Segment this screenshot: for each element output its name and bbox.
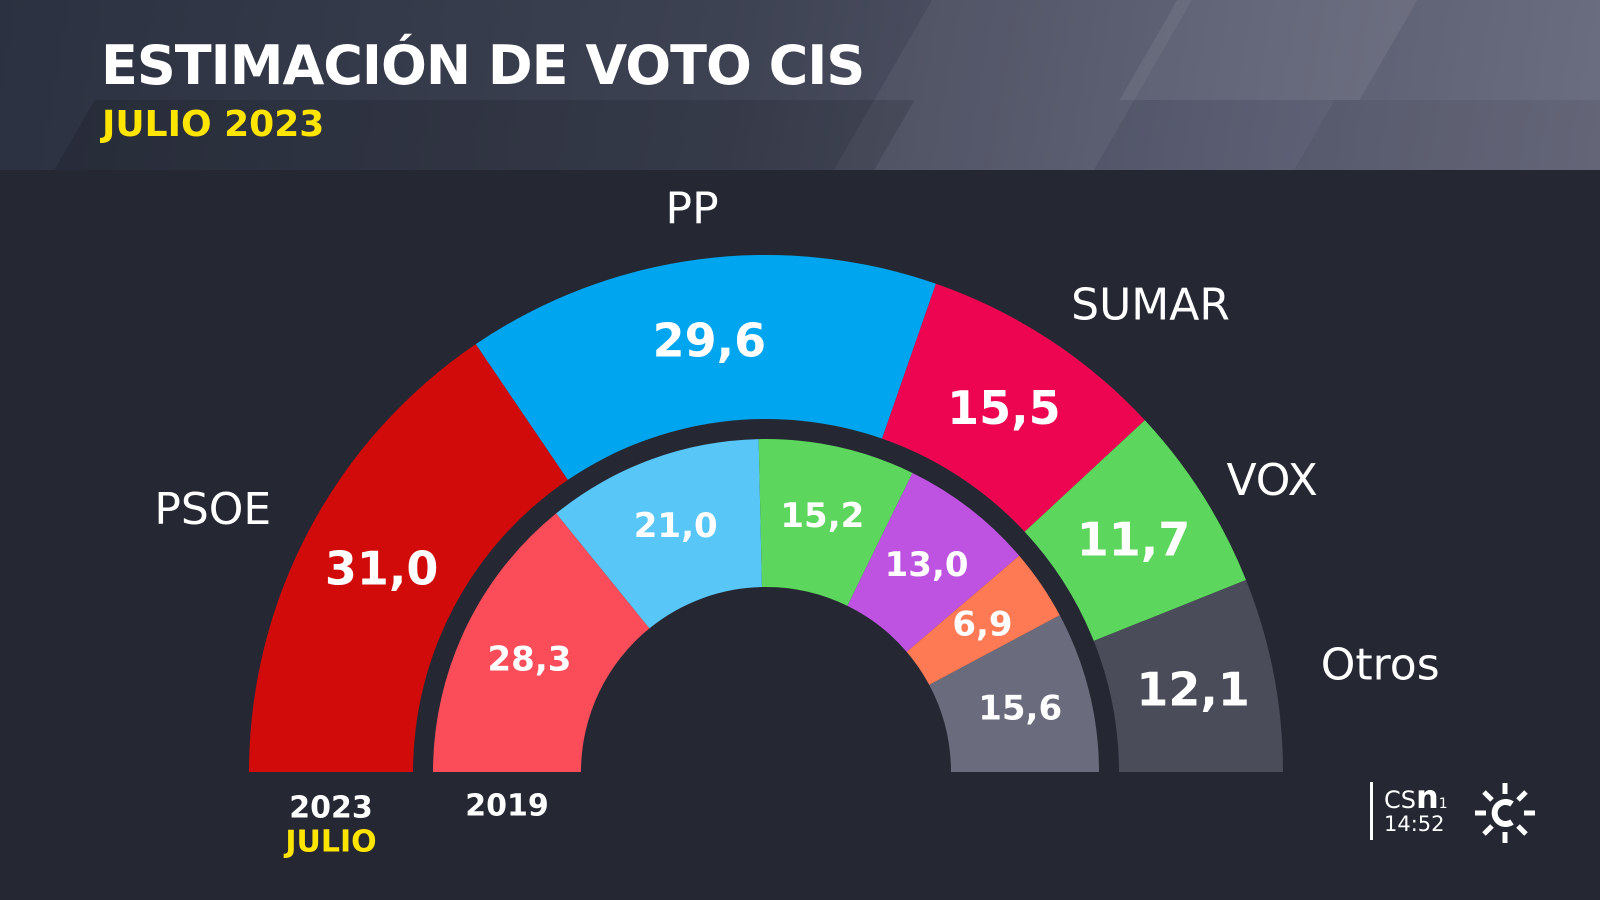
value-label-2019-cs: 6,9 <box>952 604 1012 644</box>
slice-2019-vox <box>758 438 913 606</box>
logo-divider <box>1370 782 1373 840</box>
value-label-2019-podemos: 13,0 <box>885 545 969 585</box>
party-label-vox: VOX <box>1226 455 1317 506</box>
sun-icon <box>1475 783 1535 843</box>
slice-2019-psoe <box>433 513 650 772</box>
value-label-2023-sumar: 15,5 <box>947 381 1061 435</box>
logo-text: CSn1 <box>1384 778 1448 816</box>
header-banner: ESTIMACIÓN DE VOTO CIS JULIO 2023 <box>0 0 1600 170</box>
slice-2023-sumar <box>882 283 1145 532</box>
page-title: ESTIMACIÓN DE VOTO CIS <box>101 34 865 97</box>
party-label-psoe: PSOE <box>154 484 271 535</box>
slice-2019-podemos <box>847 472 1020 652</box>
value-label-2019-pp: 21,0 <box>634 506 718 546</box>
slice-2019-pp <box>556 439 762 629</box>
slice-2023-pp <box>475 254 936 480</box>
channel-logo: CSn1 14:52 <box>1370 778 1540 848</box>
ring-label-2023: 2023 <box>289 791 373 826</box>
slice-2019-cs <box>906 555 1060 685</box>
value-label-2023-otros: 12,1 <box>1136 663 1250 717</box>
party-label-sumar: SUMAR <box>1071 279 1230 330</box>
page-subtitle: JULIO 2023 <box>102 104 325 145</box>
value-label-2023-vox: 11,7 <box>1077 512 1191 566</box>
value-label-2023-psoe: 31,0 <box>325 541 439 595</box>
value-label-2019-otros: 15,6 <box>978 688 1062 728</box>
value-label-2019-vox: 15,2 <box>780 496 864 536</box>
slice-2023-otros <box>1093 579 1283 772</box>
ring-sublabel-julio: JULIO <box>283 825 376 860</box>
slice-2019-otros <box>929 615 1099 772</box>
slice-2023-psoe <box>249 344 568 772</box>
value-label-2019-psoe: 28,3 <box>488 639 572 679</box>
clock-time: 14:52 <box>1384 812 1445 836</box>
slice-2023-vox <box>1024 420 1247 641</box>
value-label-2023-pp: 29,6 <box>653 314 767 368</box>
party-label-otros: Otros <box>1321 640 1440 691</box>
party-label-pp: PP <box>666 183 719 234</box>
ring-label-2019: 2019 <box>465 789 549 824</box>
